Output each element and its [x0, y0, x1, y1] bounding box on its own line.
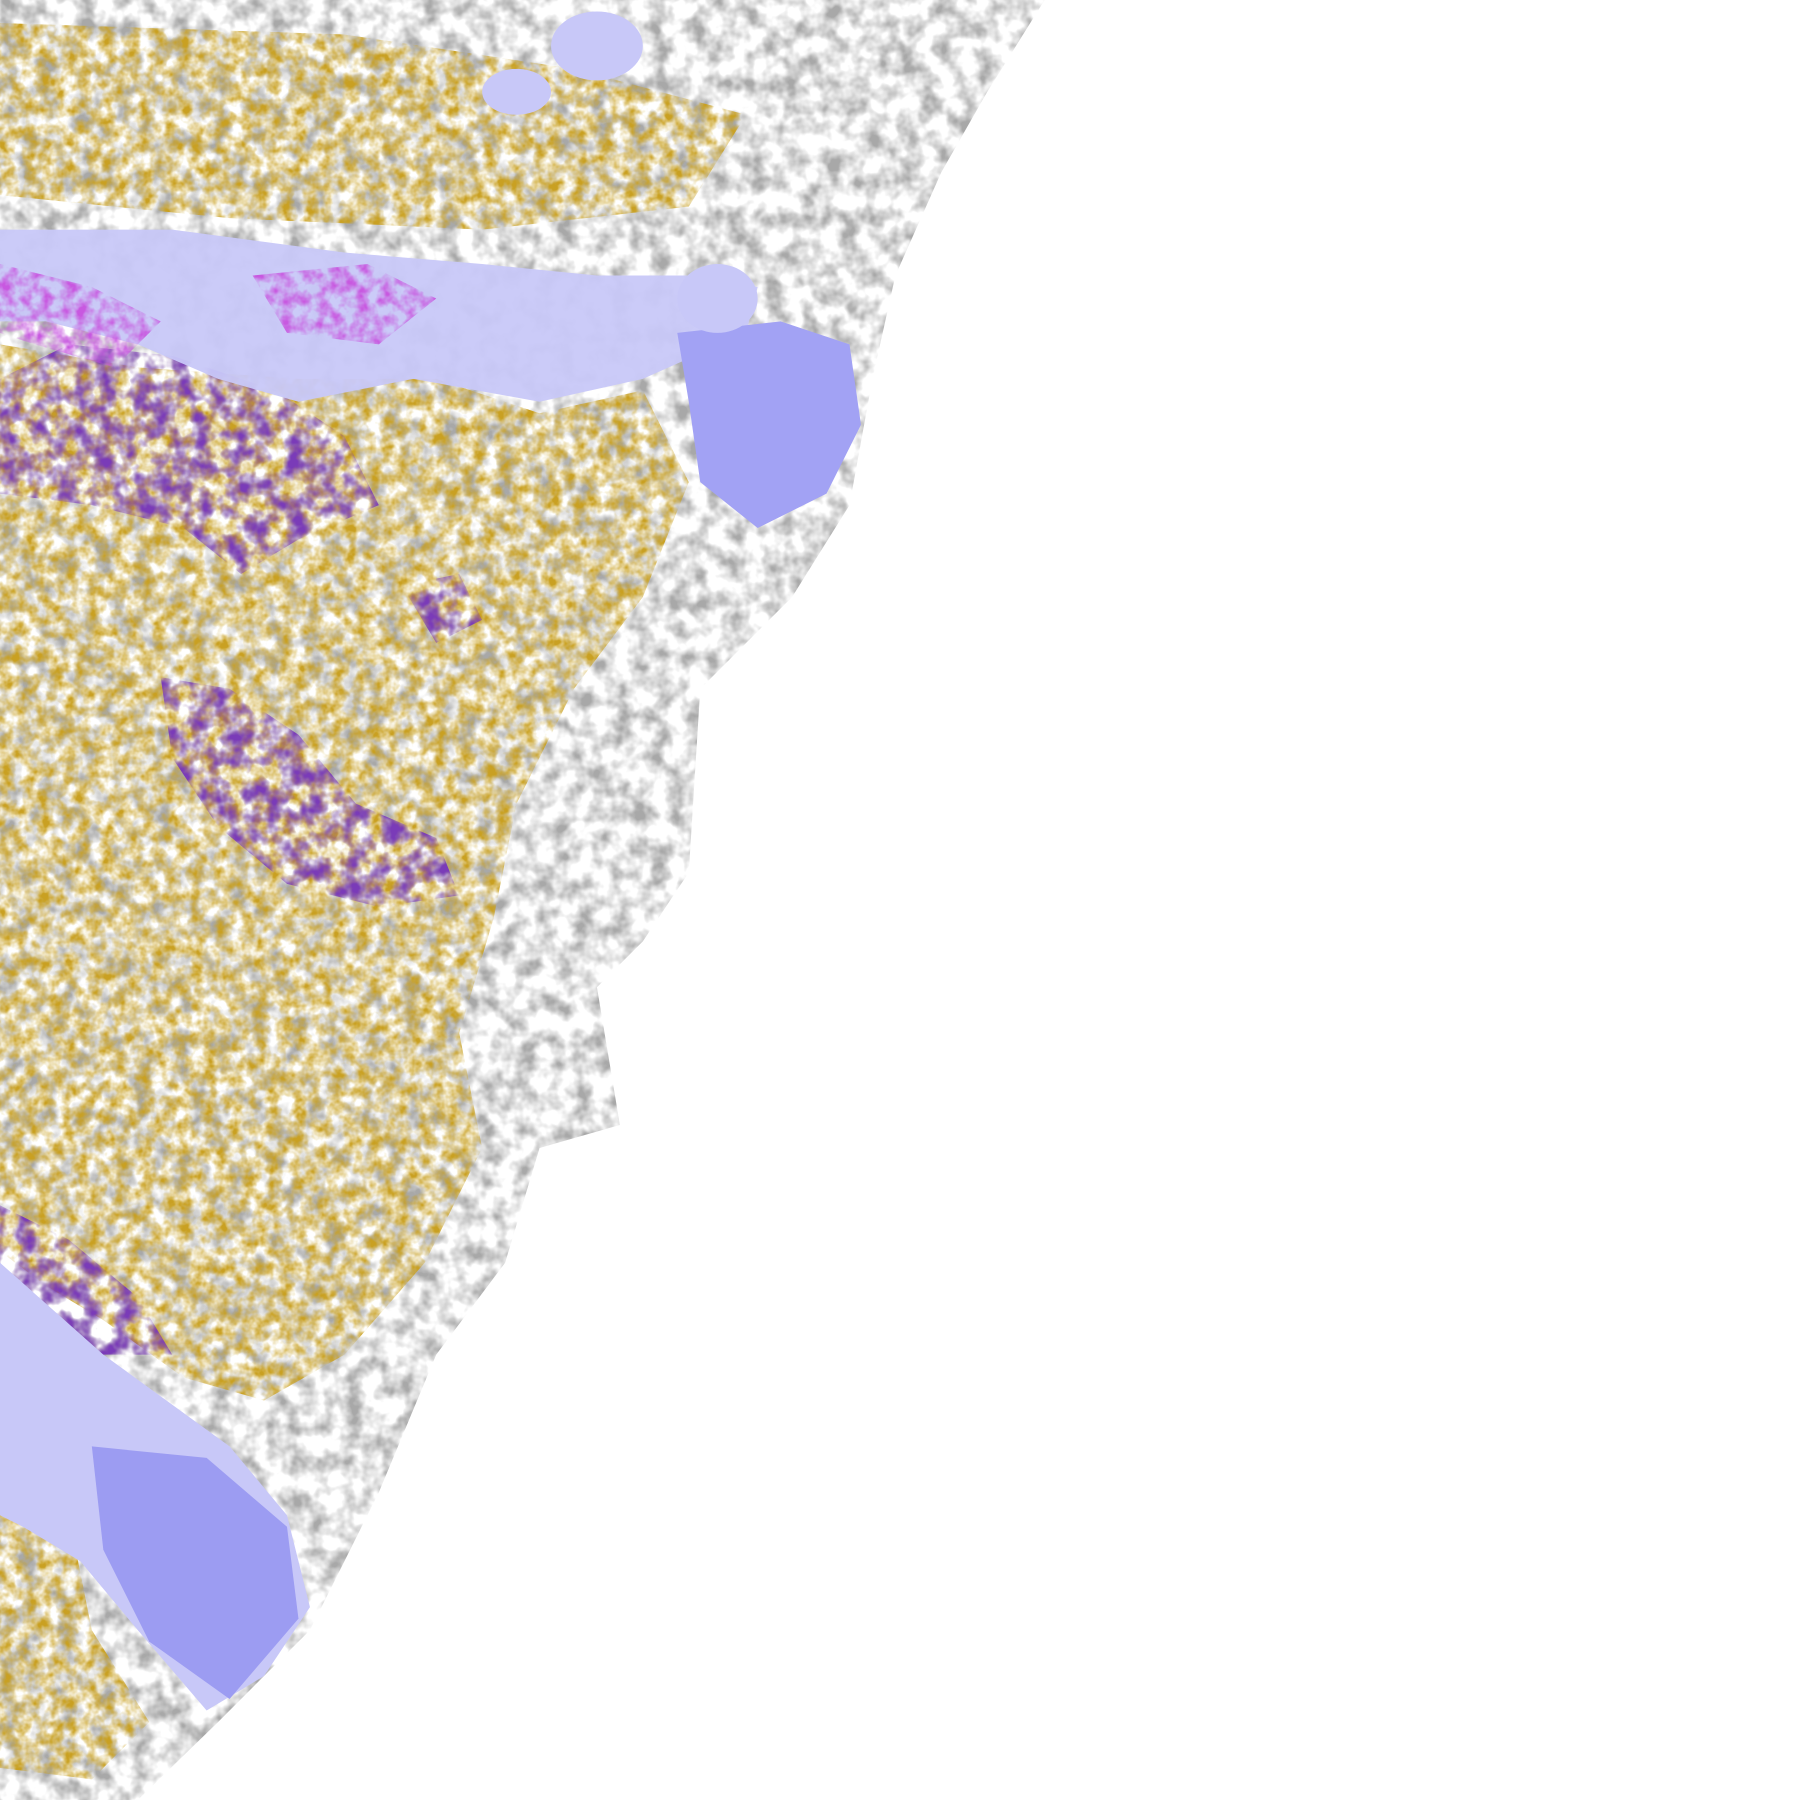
magenta-patches	[0, 264, 437, 368]
lavender-cloud-layer	[0, 11, 861, 1711]
